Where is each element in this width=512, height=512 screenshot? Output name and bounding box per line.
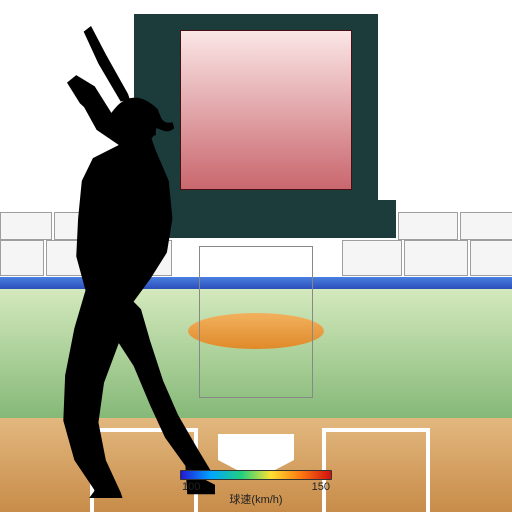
stand-panel [470,240,512,276]
stand-panel [460,212,512,240]
stand-panel [0,212,52,240]
stand-panel [46,240,110,276]
scoreboard-screen [180,30,352,190]
scoreboard-body-mid [116,200,396,238]
stand-panel [54,212,114,240]
legend-tick-min: 100 [182,481,200,493]
batter-box [322,428,430,512]
stand-panel [0,240,44,276]
stand-panel [404,240,468,276]
legend-axis-label: 球速(km/h) [180,491,332,507]
stand-panel [342,240,402,276]
legend-tick-max: 150 [312,481,330,493]
stand-panel [398,212,458,240]
legend-gradient-bar [180,470,332,480]
pitch-chart-stage: 100 150 球速(km/h) [0,0,512,512]
speed-legend: 100 150 球速(km/h) [180,470,332,507]
strike-zone [199,246,313,398]
stand-panel [112,240,172,276]
